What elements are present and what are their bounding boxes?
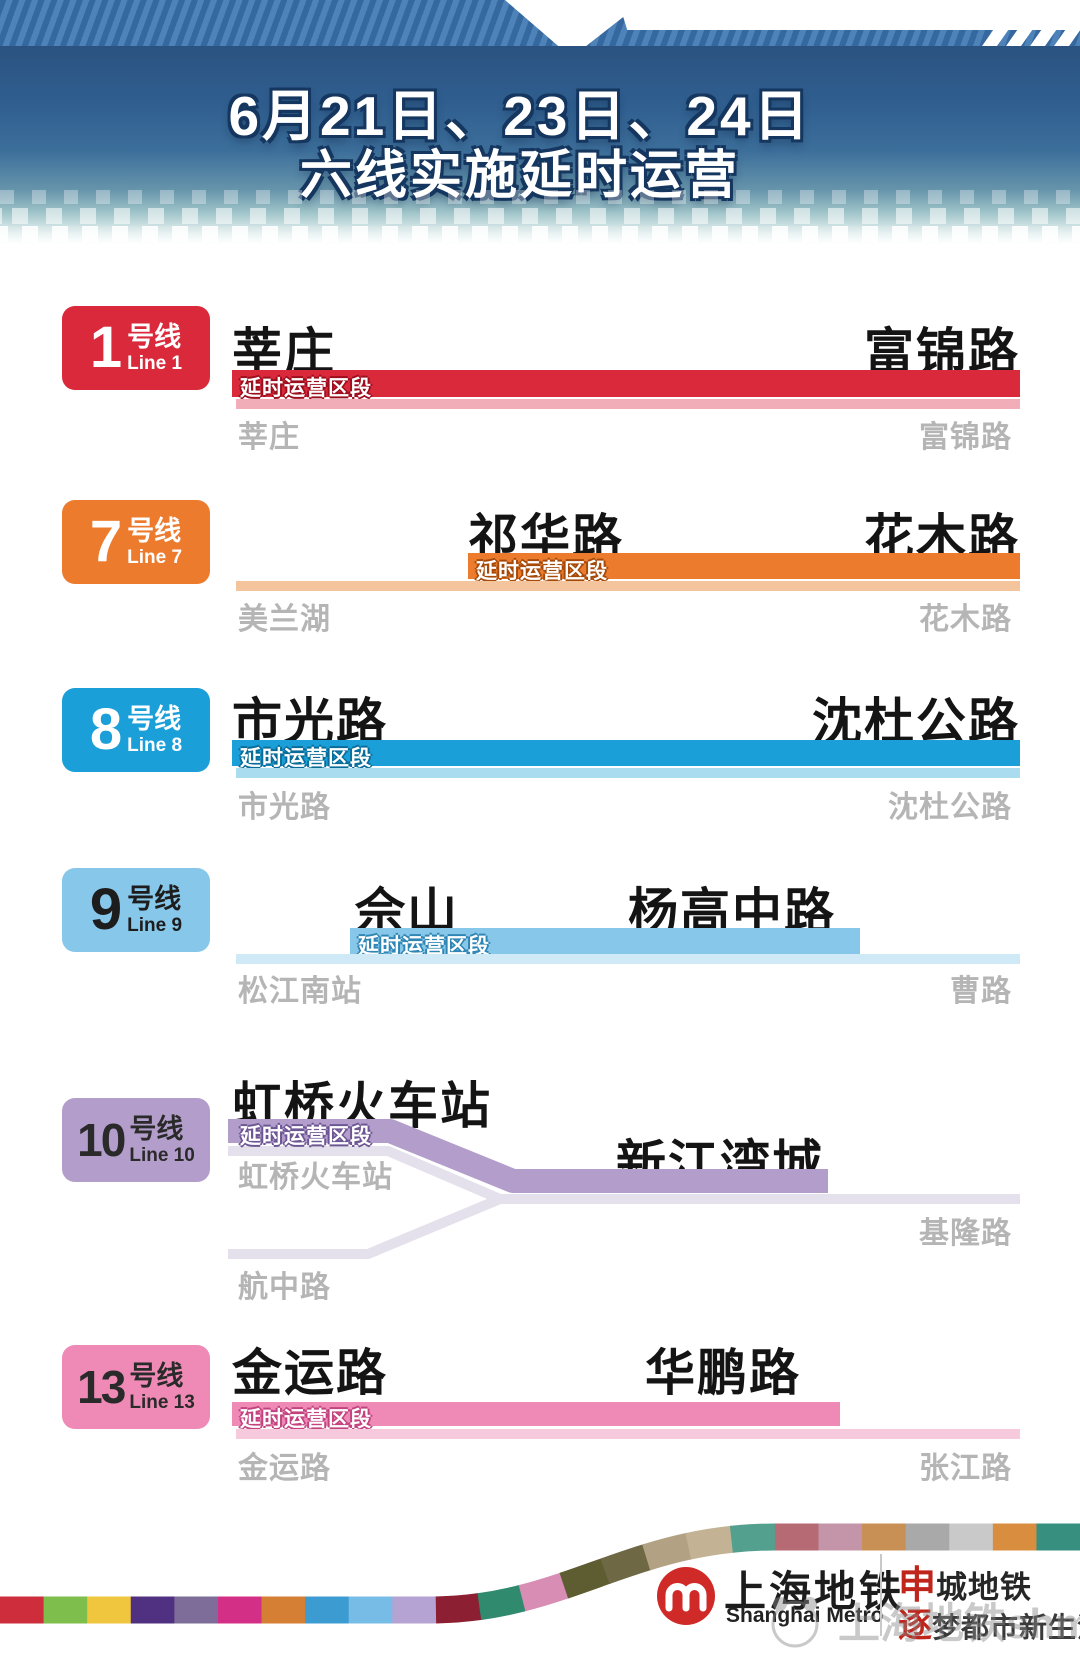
shanghai-metro-logo-icon [657,1567,715,1625]
title-subject: 六线实施延时运营 [299,147,740,205]
checker-row [0,208,1080,224]
brand-name-en: Shanghai Metro [726,1604,884,1627]
line-name-en: Line 9 [127,914,183,936]
terminus-from: 莘庄 [238,421,300,454]
terminus-to: 张江路 [919,1452,1012,1485]
line-suffix: 号线 [127,515,182,546]
line-8-badge: 8 号线 Line 8 [62,688,210,772]
terminus-to: 富锦路 [919,421,1012,454]
extended-segment-bar [232,370,1020,397]
terminus-from: 虹桥火车站 [238,1161,393,1194]
header-banner: 6月21日、23日、24日 六线实施延时运营 [0,0,1080,244]
line-suffix: 号线 [129,1113,184,1144]
line-1-badge: 1 号线 Line 1 [62,306,210,390]
media-brand: 申 城地铁 [898,1554,1032,1609]
branch-terminus: 航中路 [238,1271,331,1304]
terminus-to: 基隆路 [919,1217,1012,1250]
full-route-bar [236,954,1020,964]
brand-name-cn: 上海地铁 [724,1568,905,1615]
media-slogan: 逐 梦都市新生活 [898,1598,1080,1647]
terminus-to: 花木路 [919,603,1012,636]
station-from: 金运路 [232,1345,388,1401]
segment-label: 延时运营区段 [476,560,608,583]
full-route-bar [236,581,1020,591]
line-suffix: 号线 [127,883,182,914]
terminus-from: 松江南站 [238,975,362,1008]
segment-label: 延时运营区段 [358,935,490,958]
line-name-en: Line 10 [129,1144,195,1166]
terminus-from: 美兰湖 [238,603,331,636]
line-10-main-route [228,1146,1020,1204]
line-number: 7 [89,509,123,574]
line-13-badge: 13 号线 Line 13 [62,1345,210,1429]
footer-divider [880,1554,882,1636]
terminus-to: 曹路 [950,975,1012,1008]
ribbon-color-segment [0,1523,1080,1624]
line-10-route-diagram [228,1119,1020,1259]
line-10-branch-route [228,1194,502,1259]
line-number: 10 [77,1114,126,1166]
slogan-rest: 梦都市新生活 [932,1612,1080,1643]
station-to: 华鹏路 [645,1345,801,1401]
ribbon-color-segment [0,1523,1080,1624]
watermark-text: 上海地铁shmetro [838,1600,1080,1647]
segment-label: 延时运营区段 [240,1408,372,1431]
line-suffix: 号线 [127,703,182,734]
line-10-badge: 10 号线 Line 10 [62,1098,210,1182]
watermark-panda-icon [771,1597,819,1648]
extended-segment-bar [468,553,1020,579]
extended-segment-bar [232,740,1020,766]
line-7-badge: 7 号线 Line 7 [62,500,210,584]
terminus-from: 市光路 [238,791,331,824]
terminus-from: 金运路 [238,1452,331,1485]
slogan-first-char: 逐 [898,1607,932,1645]
ribbon-color-segment [0,1523,1080,1624]
header-white-corner [618,0,1080,30]
terminus-to: 沈杜公路 [888,791,1012,824]
line-number: 1 [89,315,123,380]
media-brand-first-char: 申 [898,1565,937,1607]
media-brand-rest: 城地铁 [936,1570,1033,1605]
segment-label: 延时运营区段 [240,377,372,400]
line-name-en: Line 13 [129,1391,195,1413]
poster-title: 6月21日、23日、24日 六线实施延时运营 [0,86,1040,206]
line-number: 9 [89,877,123,942]
title-dates: 6月21日、23日、24日 [228,85,812,147]
checker-row [0,226,1080,242]
multicolor-metro-ribbon [0,1523,1080,1624]
line-number: 8 [89,697,123,762]
line-name-en: Line 7 [127,546,183,568]
full-route-bar [236,399,1020,409]
segment-label: 延时运营区段 [240,747,372,770]
line-10-extended-segment [228,1119,828,1193]
extended-segment-bar [350,928,860,954]
line-name-en: Line 8 [127,734,183,756]
line-suffix: 号线 [127,321,182,352]
full-route-bar [236,1429,1020,1439]
line-suffix: 号线 [129,1360,184,1391]
extended-segment-bar [232,1402,840,1426]
segment-label: 延时运营区段 [240,1125,372,1148]
full-route-bar [236,768,1020,778]
line-name-en: Line 1 [127,352,183,374]
line-9-badge: 9 号线 Line 9 [62,868,210,952]
checker-row [0,190,1080,204]
line-number: 13 [77,1361,126,1413]
